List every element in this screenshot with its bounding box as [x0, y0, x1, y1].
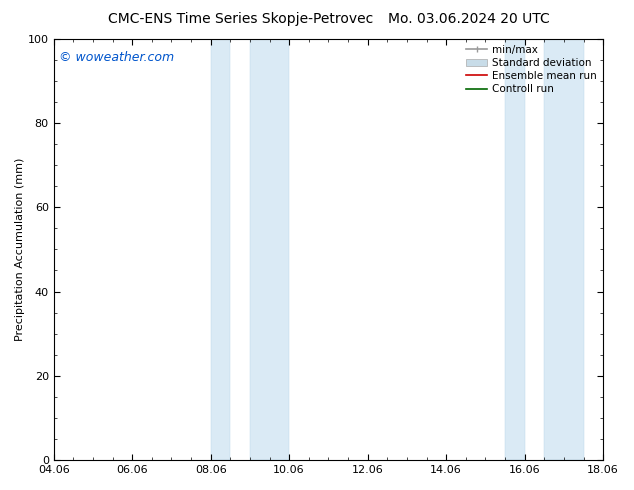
Bar: [544, 39, 583, 460]
Text: CMC-ENS Time Series Skopje-Petrovec: CMC-ENS Time Series Skopje-Petrovec: [108, 12, 373, 26]
Bar: [250, 39, 289, 460]
Text: Mo. 03.06.2024 20 UTC: Mo. 03.06.2024 20 UTC: [388, 12, 550, 26]
Bar: [505, 39, 524, 460]
Legend: min/max, Standard deviation, Ensemble mean run, Controll run: min/max, Standard deviation, Ensemble me…: [463, 42, 600, 98]
Text: © woweather.com: © woweather.com: [59, 51, 174, 64]
Bar: [210, 39, 230, 460]
Y-axis label: Precipitation Accumulation (mm): Precipitation Accumulation (mm): [15, 158, 25, 341]
